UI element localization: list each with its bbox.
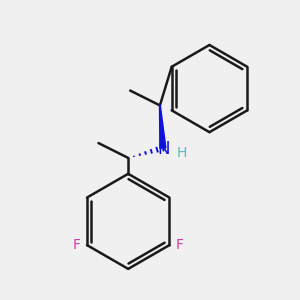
Polygon shape	[160, 105, 166, 148]
Text: F: F	[175, 238, 183, 252]
Text: H: H	[177, 146, 187, 160]
Text: F: F	[73, 238, 81, 252]
Text: N: N	[158, 140, 170, 158]
